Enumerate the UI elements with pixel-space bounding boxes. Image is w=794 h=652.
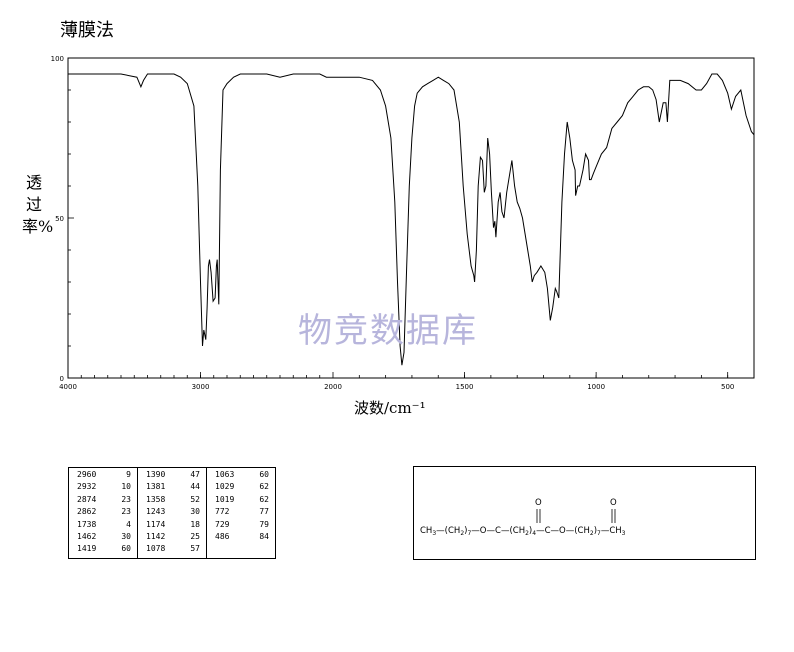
peak-transmittance: 44 <box>190 482 200 492</box>
peak-wavenumber: 1063 <box>215 470 235 479</box>
peak-wavenumber: 1019 <box>215 494 235 504</box>
peak-transmittance: 23 <box>121 494 131 504</box>
peak-wavenumber: 2960 <box>77 470 97 479</box>
peak-wavenumber: 1174 <box>146 519 166 529</box>
y-tick-label: 100 <box>51 55 64 63</box>
peak-wavenumber: 1738 <box>77 519 97 529</box>
peak-transmittance: 30 <box>121 532 131 542</box>
peak-transmittance: 10 <box>121 482 131 492</box>
structure-formula-text: CH3—(CH2)7—O—C—(CH2)4—C—O—(CH2)7—CH3 <box>420 526 626 537</box>
x-tick-label: 4000 <box>59 383 77 391</box>
carbonyl-oxygen-label-1: O <box>535 498 542 508</box>
page-title: 薄膜法 <box>60 20 114 41</box>
peak-row: 1142 25 <box>138 531 206 543</box>
peak-transmittance: 79 <box>259 519 269 529</box>
peak-row: 772 77 <box>207 506 275 518</box>
x-tick-label: 1000 <box>587 383 605 391</box>
peak-transmittance: 18 <box>190 519 200 529</box>
peak-row: 2862 23 <box>69 506 137 518</box>
x-tick-label: 500 <box>721 383 734 391</box>
peak-transmittance: 47 <box>190 470 200 479</box>
peak-transmittance: 9 <box>126 470 131 479</box>
peak-row: 2960 9 <box>69 469 137 481</box>
y-tick-label: 0 <box>60 375 64 383</box>
peak-table: 2960 9 2932 10 2874 23 2862 23 1738 4 1462 30 1419 60… <box>68 467 276 559</box>
peak-row: 729 79 <box>207 519 275 531</box>
x-axis-label: 波数/cm⁻¹ <box>354 399 426 417</box>
peak-transmittance: 57 <box>190 544 200 554</box>
peak-row: 1738 4 <box>69 519 137 531</box>
peak-row: 1063 60 <box>207 469 275 481</box>
x-tick-label: 2000 <box>324 383 342 391</box>
peak-wavenumber: 1358 <box>146 494 166 504</box>
peak-row: 1381 44 <box>138 481 206 493</box>
peak-row: 1078 57 <box>138 543 206 555</box>
peak-row: 2874 23 <box>69 494 137 506</box>
peak-row: 1462 30 <box>69 531 137 543</box>
peak-wavenumber: 1243 <box>146 507 166 517</box>
peak-row: 486 84 <box>207 531 275 543</box>
peak-row: 1174 18 <box>138 519 206 531</box>
peak-row: 1358 52 <box>138 494 206 506</box>
peak-row: 1243 30 <box>138 506 206 518</box>
peak-row: 1390 47 <box>138 469 206 481</box>
peak-wavenumber: 1078 <box>146 544 166 554</box>
peak-transmittance: 30 <box>190 507 200 517</box>
peak-transmittance: 60 <box>121 544 131 554</box>
peak-wavenumber: 1419 <box>77 544 97 554</box>
peak-transmittance: 4 <box>126 519 131 529</box>
peak-table-column: 1390 47 1381 44 1358 52 1243 30 1174 18 1142 25 1078… <box>138 468 207 558</box>
peak-transmittance: 62 <box>259 482 269 492</box>
carbonyl-oxygen-label-2: O <box>610 498 617 508</box>
peak-row: 1419 60 <box>69 543 137 555</box>
peak-transmittance: 52 <box>190 494 200 504</box>
peak-row: 2932 10 <box>69 481 137 493</box>
structure-formula: CH3—(CH2)7—O—C—(CH2)4—C—O—(CH2)7—CH3 O O <box>420 498 626 537</box>
peak-transmittance: 60 <box>259 470 269 479</box>
peak-table-column: 2960 9 2932 10 2874 23 2862 23 1738 4 1462 30 1419 60 <box>69 468 138 558</box>
peak-wavenumber: 729 <box>215 519 230 529</box>
peak-table-column: 1063 60 1029 62 1019 62 772 77 729 79 486 84 <box>207 468 275 558</box>
watermark: 物竞数据库 <box>298 311 478 351</box>
peak-transmittance: 62 <box>259 494 269 504</box>
peak-row: 1019 62 <box>207 494 275 506</box>
peak-wavenumber: 486 <box>215 532 230 542</box>
peak-wavenumber: 2874 <box>77 494 97 504</box>
peak-wavenumber: 1390 <box>146 470 166 479</box>
spectrum-series-line <box>68 73 755 366</box>
peak-transmittance: 23 <box>121 507 131 517</box>
peak-row: 1029 62 <box>207 481 275 493</box>
peak-transmittance: 84 <box>259 532 269 542</box>
peak-wavenumber: 2862 <box>77 507 97 517</box>
peak-wavenumber: 772 <box>215 507 230 517</box>
peak-wavenumber: 2932 <box>77 482 97 492</box>
structure-box: CH3—(CH2)7—O—C—(CH2)4—C—O—(CH2)7—CH3 O O <box>413 466 756 560</box>
y-tick-label: 50 <box>55 215 64 223</box>
peak-wavenumber: 1462 <box>77 532 97 542</box>
peak-wavenumber: 1142 <box>146 532 166 542</box>
x-tick-label: 1500 <box>456 383 474 391</box>
x-tick-label: 3000 <box>192 383 210 391</box>
peak-wavenumber: 1029 <box>215 482 235 492</box>
peak-transmittance: 77 <box>259 507 269 517</box>
peak-wavenumber: 1381 <box>146 482 166 492</box>
y-axis-label: 透过率% <box>22 173 54 236</box>
peak-transmittance: 25 <box>190 532 200 542</box>
